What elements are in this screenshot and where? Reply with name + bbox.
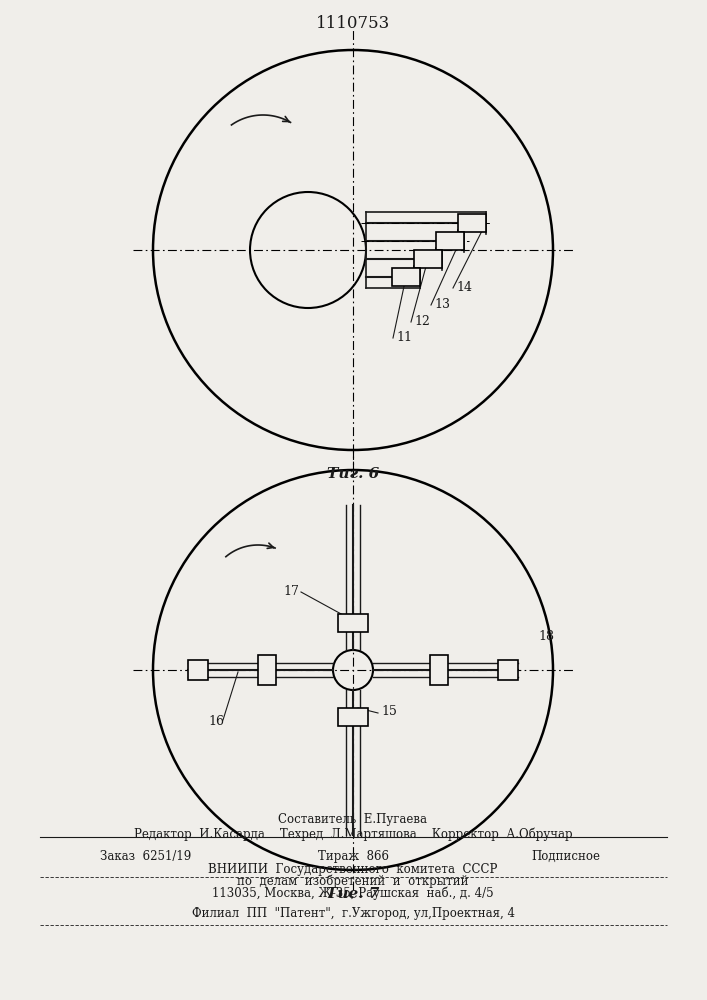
- Text: Заказ  6251/19: Заказ 6251/19: [100, 850, 192, 863]
- Text: ВНИИПИ  Государственного  комитета  СССР: ВНИИПИ Государственного комитета СССР: [209, 863, 498, 876]
- Text: по  делам  изобретений  и  открытий: по делам изобретений и открытий: [238, 874, 469, 888]
- Bar: [338, 708, 368, 726]
- Bar: [258, 655, 276, 685]
- Text: 15: 15: [381, 705, 397, 718]
- Text: 1110753: 1110753: [316, 15, 390, 32]
- Text: Филиал  ПП  "Патент",  г.Ужгород, ул,Проектная, 4: Филиал ПП "Патент", г.Ужгород, ул,Проект…: [192, 907, 515, 920]
- Bar: [498, 660, 518, 680]
- Text: Подписное: Подписное: [531, 850, 600, 863]
- Bar: [188, 660, 208, 680]
- Text: 11: 11: [396, 331, 412, 344]
- Bar: [338, 614, 368, 632]
- Text: 18: 18: [538, 630, 554, 643]
- Text: 113035, Москва, Ж-35, Раушская  наб., д. 4/5: 113035, Москва, Ж-35, Раушская наб., д. …: [212, 886, 493, 900]
- Text: 13: 13: [434, 298, 450, 311]
- Bar: [458, 214, 486, 232]
- Text: Τиг. 6: Τиг. 6: [327, 467, 379, 481]
- Text: 14: 14: [456, 281, 472, 294]
- Text: Тираж  866: Тираж 866: [317, 850, 389, 863]
- Text: Составитель  Е.Пугаева: Составитель Е.Пугаева: [279, 813, 428, 826]
- Text: Редактор  И.Касарда    Техред  Л.Мартяшова    Корректор  А.Обручар: Редактор И.Касарда Техред Л.Мартяшова Ко…: [134, 828, 572, 841]
- Bar: [414, 250, 442, 268]
- Bar: [430, 655, 448, 685]
- Text: 17: 17: [283, 585, 299, 598]
- Bar: [392, 268, 420, 286]
- Text: Τие. 7: Τие. 7: [327, 887, 380, 901]
- Text: 16: 16: [208, 715, 224, 728]
- Bar: [436, 232, 464, 250]
- Text: 12: 12: [414, 315, 430, 328]
